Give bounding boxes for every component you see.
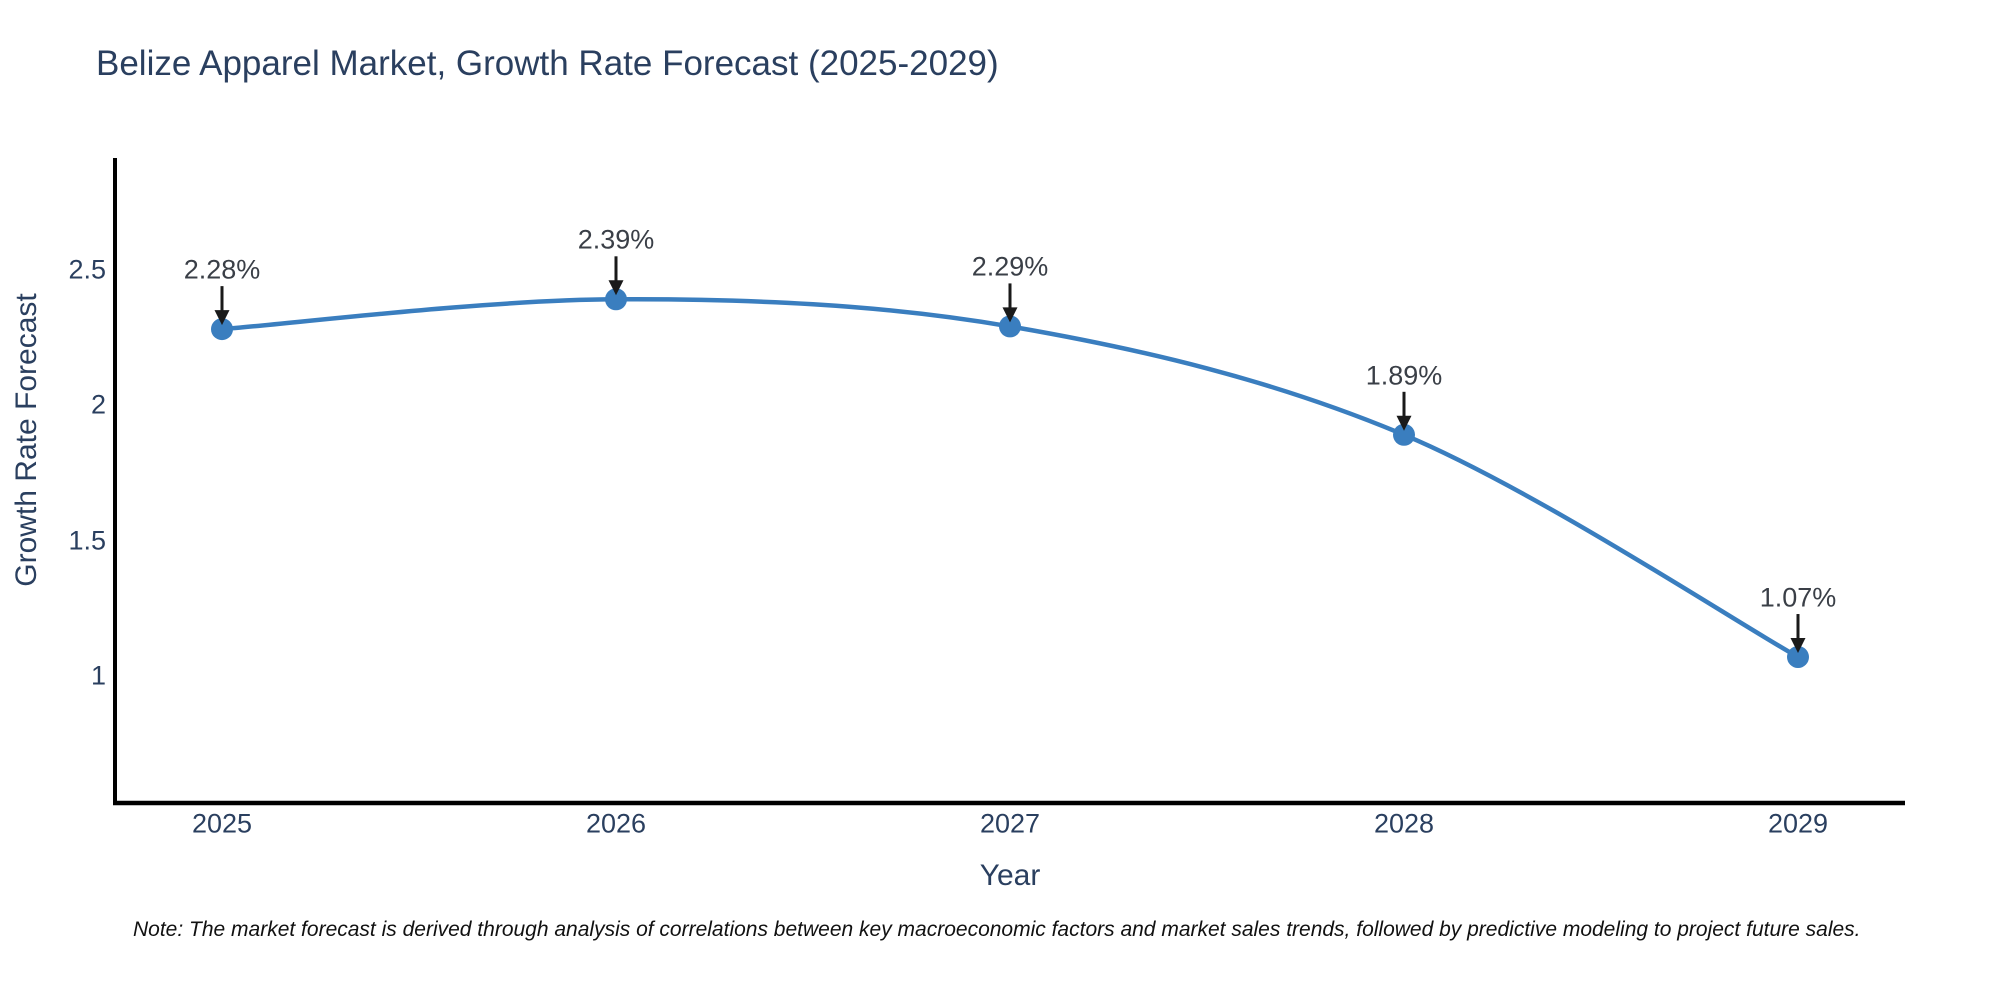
data-point-marker	[1787, 646, 1809, 669]
data-point-marker	[1393, 423, 1415, 446]
data-annotation-label: 2.29%	[971, 251, 1049, 282]
y-tick-label: 1	[90, 660, 106, 691]
data-annotation-label: 1.07%	[1759, 582, 1837, 613]
data-annotation-label: 2.28%	[183, 254, 261, 285]
annotation-arrowhead	[608, 280, 624, 296]
x-tick-label: 2025	[191, 808, 253, 839]
x-tick-label: 2027	[979, 808, 1041, 839]
x-tick-label: 2026	[585, 808, 647, 839]
x-tick-label: 2029	[1767, 808, 1829, 839]
data-point-marker	[605, 288, 627, 311]
footnote: Note: The market forecast is derived thr…	[133, 918, 1861, 941]
annotation-arrowhead	[1790, 638, 1806, 654]
annotation-arrowhead	[214, 310, 230, 326]
annotation-arrowhead	[1396, 415, 1412, 431]
y-tick-label: 2.5	[68, 254, 106, 284]
data-point-marker	[211, 318, 233, 341]
annotation-arrowhead	[1002, 307, 1018, 323]
data-point-marker	[999, 315, 1021, 338]
chart-title: Belize Apparel Market, Growth Rate Forec…	[96, 44, 999, 83]
x-axis-title: Year	[979, 859, 1041, 892]
x-tick-label: 2028	[1373, 808, 1435, 839]
data-annotation-label: 2.39%	[577, 224, 655, 255]
trend-line	[219, 297, 1801, 660]
y-tick-label: 2	[90, 389, 106, 420]
data-annotation-label: 1.89%	[1365, 360, 1443, 391]
y-tick-label: 1.5	[68, 525, 106, 555]
